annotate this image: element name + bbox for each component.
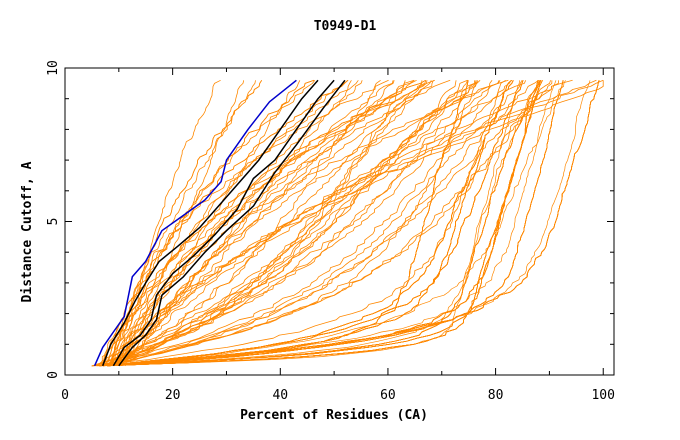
- background-curve: [103, 80, 543, 367]
- background-curve: [101, 80, 363, 367]
- background-curve: [108, 80, 600, 367]
- background-curve: [120, 79, 604, 367]
- background-curve: [96, 80, 520, 367]
- series-line-black-3: [118, 79, 346, 367]
- y-axis-label: Distance Cutoff, A: [20, 161, 35, 302]
- background-curve: [105, 80, 457, 367]
- background-curve: [112, 80, 501, 367]
- background-curve: [110, 80, 263, 366]
- background-curve: [96, 79, 451, 367]
- background-curve: [92, 80, 557, 367]
- background-curve: [112, 80, 394, 367]
- y-tick-label: 0: [46, 371, 61, 379]
- highlight-curves: [93, 79, 346, 367]
- series-line-black-1: [101, 79, 319, 367]
- background-curve: [120, 80, 395, 367]
- background-curve: [103, 80, 543, 367]
- background-curve: [106, 80, 551, 367]
- background-curve: [107, 80, 427, 367]
- background-curve: [99, 80, 524, 367]
- background-curve: [117, 80, 434, 366]
- background-curve: [113, 80, 423, 367]
- background-curve: [111, 80, 559, 367]
- background-curves: [91, 79, 604, 367]
- x-axis-label: Percent of Residues (CA): [240, 408, 428, 423]
- background-curve: [103, 80, 543, 367]
- background-curve: [108, 79, 381, 367]
- background-curve: [108, 79, 315, 366]
- x-tick-label: 80: [488, 388, 504, 403]
- background-curve: [98, 80, 523, 367]
- background-curve: [103, 80, 543, 367]
- background-curve: [112, 79, 415, 366]
- x-tick-label: 0: [61, 388, 69, 403]
- x-tick-label: 20: [165, 388, 181, 403]
- x-tick-label: 100: [591, 388, 614, 403]
- y-tick-label: 10: [46, 60, 61, 76]
- background-curve: [101, 80, 477, 367]
- background-curve: [98, 80, 512, 367]
- series-line-black-2: [112, 79, 335, 367]
- background-curve: [109, 80, 359, 367]
- background-curve: [103, 80, 543, 367]
- background-curve: [111, 79, 426, 366]
- y-tick-label: 5: [46, 218, 61, 226]
- background-curve: [107, 80, 566, 367]
- x-tick-label: 60: [380, 388, 396, 403]
- background-curve: [96, 80, 540, 367]
- background-curve: [94, 80, 468, 367]
- background-curve: [117, 79, 221, 366]
- background-curve: [107, 80, 541, 367]
- background-curve: [96, 80, 481, 367]
- background-curve: [115, 79, 417, 367]
- background-curve: [103, 80, 543, 367]
- background-curve: [103, 80, 543, 367]
- background-curve: [103, 80, 543, 367]
- background-curve: [105, 80, 553, 367]
- background-curve: [106, 80, 500, 367]
- chart-title: T0949-D1: [314, 19, 377, 34]
- background-curve: [106, 79, 597, 367]
- axis-tick-labels: 0 20 40 60 80 100 0 5 10: [46, 60, 615, 403]
- background-curve: [111, 80, 477, 367]
- background-curve: [103, 80, 543, 367]
- series-line-blue-0: [93, 79, 297, 367]
- background-curve: [97, 80, 512, 367]
- background-curve: [103, 80, 604, 367]
- background-curve: [100, 80, 469, 367]
- background-curve: [107, 80, 406, 367]
- axis-ticks: [64, 67, 614, 376]
- background-curve: [108, 80, 539, 367]
- x-tick-label: 40: [272, 388, 288, 403]
